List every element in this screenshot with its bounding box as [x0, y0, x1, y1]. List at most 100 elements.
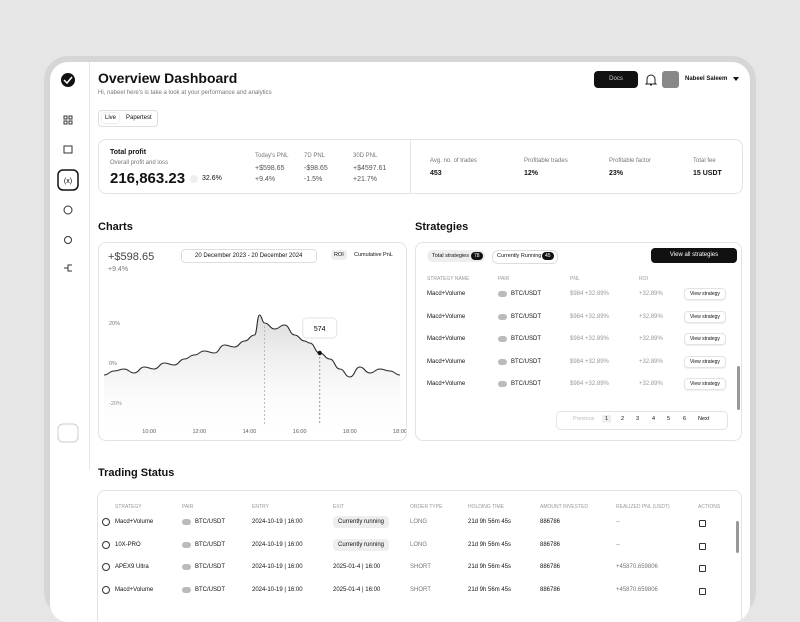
pair-icon — [498, 358, 507, 365]
avatar[interactable] — [662, 71, 679, 88]
summary-divider — [410, 140, 411, 193]
strategy-tab-label: Currently Running — [497, 253, 542, 259]
page-link[interactable]: 3 — [636, 416, 640, 422]
sidebar-divider — [89, 62, 90, 470]
holding-time: 21d 9h 56m 45s — [468, 587, 512, 594]
strategy: 10X-PRO — [115, 541, 141, 548]
page: (x) Overview Dashboard Hi, nabeel here's… — [44, 56, 756, 622]
entry: 2024-10-19 | 16:00 — [252, 519, 303, 525]
summary-change: 32.6% — [202, 175, 222, 182]
summary-sublabel: Overall profit and loss — [110, 160, 169, 166]
chart-toggle[interactable]: Cumulative PnL — [354, 252, 393, 258]
column-header: PNL — [570, 276, 580, 282]
amount-invested: 886786 — [540, 587, 561, 594]
page-link[interactable]: 2 — [621, 416, 625, 422]
strategy-tab-label: Total strategies — [432, 253, 469, 259]
strategy-tab-count: 78 — [471, 252, 483, 260]
action-icon[interactable] — [699, 520, 706, 527]
pair: BTC/USDT — [195, 541, 225, 548]
strategy-roi: +32.89% — [639, 291, 663, 297]
strategy-tab[interactable] — [427, 250, 485, 262]
strategies-card: Total strategies 78 Currently Running 45 Vie… — [415, 242, 742, 441]
tab[interactable]: Live — [102, 113, 120, 123]
column-header: REALIZED PNL (USDT) — [616, 504, 670, 510]
strategy: Macd+Volume — [115, 519, 154, 525]
line — [103, 314, 401, 378]
page-link[interactable]: 6 — [683, 416, 687, 422]
pnl-percent: -1.5% — [304, 176, 323, 183]
column-header: EXIT — [333, 504, 345, 510]
pair: BTC/USDT — [195, 519, 225, 525]
holding-time: 21d 9h 56m 45s — [468, 519, 512, 525]
expand-icon[interactable] — [102, 540, 110, 549]
column-header: STRATEGY NAME — [427, 276, 470, 282]
view-strategy-button[interactable]: View strategy — [684, 333, 726, 346]
page-subtitle: Hi, nabeel here's is take a look at your… — [98, 90, 272, 96]
realized-pnl: -- — [616, 541, 620, 548]
user-menu-caret[interactable] — [732, 76, 740, 82]
chart-toggle[interactable]: ROI — [331, 250, 347, 260]
page-link[interactable]: 5 — [667, 416, 671, 422]
page-link[interactable]: 4 — [652, 416, 656, 422]
trading-card: STRATEGY PAIR ENTRY EXIT ORDER TYPE HOLDING T… — [97, 490, 742, 622]
strategy-name: Macd+Volume — [427, 381, 466, 388]
strategy-name: Macd+Volume — [427, 358, 466, 365]
pair: BTC/USDT — [511, 358, 541, 365]
pnl-percent: +21.7% — [353, 176, 377, 183]
amount-invested: 886786 — [540, 564, 561, 571]
pair-icon — [498, 336, 507, 343]
date-range[interactable]: 20 December 2023 - 20 December 2024 — [181, 249, 318, 263]
view-strategy-button[interactable]: View strategy — [684, 310, 726, 323]
entry: 2024-10-19 | 16:00 — [252, 541, 303, 548]
expand-icon[interactable] — [102, 586, 110, 595]
summary-label: Total profit — [110, 149, 147, 156]
column-header: AMOUNT INVESTED — [540, 504, 588, 510]
stat-label: Total fee — [693, 158, 716, 164]
expand-icon[interactable] — [102, 518, 110, 526]
area — [104, 315, 400, 440]
tooltip-text: 574 — [314, 326, 326, 333]
view-strategy-button[interactable]: View strategy — [684, 355, 726, 368]
pair-icon — [182, 564, 191, 571]
bell-icon[interactable] — [644, 72, 658, 88]
y-tick-label: 0% — [109, 361, 117, 367]
pnl-label: Today's PNL — [255, 153, 289, 159]
amount-invested: 886786 — [540, 519, 561, 525]
view-strategy-button[interactable]: View strategy — [684, 378, 726, 391]
strategy-pnl: $984 +32.89% — [570, 336, 609, 343]
column-header: PAIR — [182, 504, 194, 510]
pair: BTC/USDT — [195, 587, 225, 594]
stat-value: 453 — [430, 170, 442, 177]
scrollbar — [736, 521, 739, 553]
pair: BTC/USDT — [511, 336, 541, 343]
strategy-tab-count: 45 — [542, 252, 554, 260]
strategy-tab[interactable] — [492, 250, 558, 264]
strategies-title: Strategies — [415, 221, 469, 233]
view-strategy-button[interactable]: View strategy — [684, 288, 726, 300]
pnl-percent: +9.4% — [255, 176, 276, 183]
action-icon[interactable] — [699, 565, 706, 573]
expand-icon[interactable] — [102, 563, 110, 572]
strategy-pnl: $984 +32.89% — [570, 358, 609, 365]
stat-value: 12% — [524, 170, 539, 177]
pair: BTC/USDT — [195, 564, 225, 571]
view-all-button[interactable]: View all strategies — [651, 248, 737, 263]
action-icon[interactable] — [699, 588, 706, 596]
column-header: ACTIONS — [698, 504, 721, 510]
docs-button[interactable]: Docs — [594, 71, 638, 88]
page-link[interactable]: 1 — [602, 415, 612, 423]
action-icon[interactable] — [699, 542, 706, 550]
strategy-pnl: $984 +32.89% — [570, 313, 609, 320]
page-link[interactable]: Next — [698, 416, 710, 422]
column-header: PAIR — [498, 276, 510, 282]
pnl-label: 30D PNL — [353, 153, 378, 159]
page-link[interactable]: Previous — [573, 416, 595, 422]
column-header: ENTRY — [252, 504, 269, 510]
tab[interactable]: Papertest — [126, 115, 152, 121]
user-name[interactable]: Nabeel Saleem — [685, 76, 728, 82]
tooltip-box — [302, 317, 338, 339]
order-type: SHORT — [410, 587, 431, 594]
chart-change: +9.4% — [108, 266, 129, 273]
column-header: HOLDING TIME — [468, 504, 505, 510]
summary-change-icon — [190, 175, 198, 183]
